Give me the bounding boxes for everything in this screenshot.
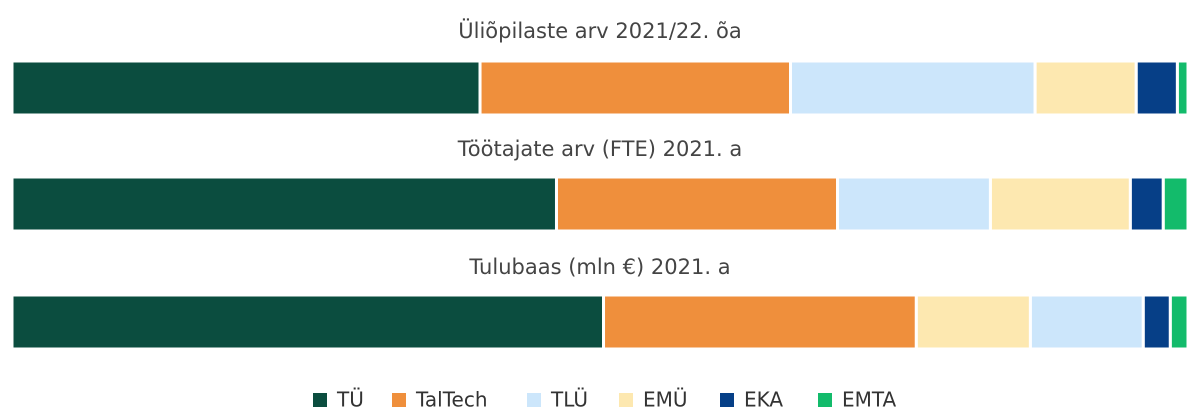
bar-segment (988, 175, 1132, 233)
legend-label: EKA (744, 388, 783, 410)
bar-segment (914, 293, 1032, 351)
bar-segment (10, 59, 482, 117)
bar-segment (1141, 293, 1172, 351)
legend-label: TÜ (336, 388, 364, 410)
bar-segment (1028, 293, 1145, 351)
legend-swatch (527, 393, 541, 407)
legend-swatch (818, 393, 832, 407)
legend-label: TalTech (415, 388, 488, 410)
bar-title: Üliõpilaste arv 2021/22. õa (458, 18, 741, 43)
bar-segment (789, 59, 1037, 117)
bar-segment (1033, 59, 1138, 117)
legend-swatch (619, 393, 633, 407)
bar-segment (1175, 59, 1188, 117)
bar-segment (1168, 293, 1188, 351)
bar-segment (602, 293, 918, 351)
bar-segment (10, 293, 606, 351)
legend-label: TLÜ (550, 388, 588, 410)
legend-label: EMÜ (643, 388, 688, 410)
bar-title: Tulubaas (mln €) 2021. a (468, 255, 730, 279)
bar-segment (1128, 175, 1165, 233)
legend-swatch (392, 393, 406, 407)
bar-segment (1134, 59, 1179, 117)
bar-segment (1161, 175, 1188, 233)
bar-title: Töötajate arv (FTE) 2021. a (457, 137, 743, 161)
legend-label: EMTA (842, 388, 897, 410)
bar-segment (554, 175, 840, 233)
bar-segment (10, 175, 558, 233)
legend-swatch (313, 393, 327, 407)
legend-swatch (720, 393, 734, 407)
bar-segment (478, 59, 793, 117)
bar-segment (836, 175, 992, 233)
